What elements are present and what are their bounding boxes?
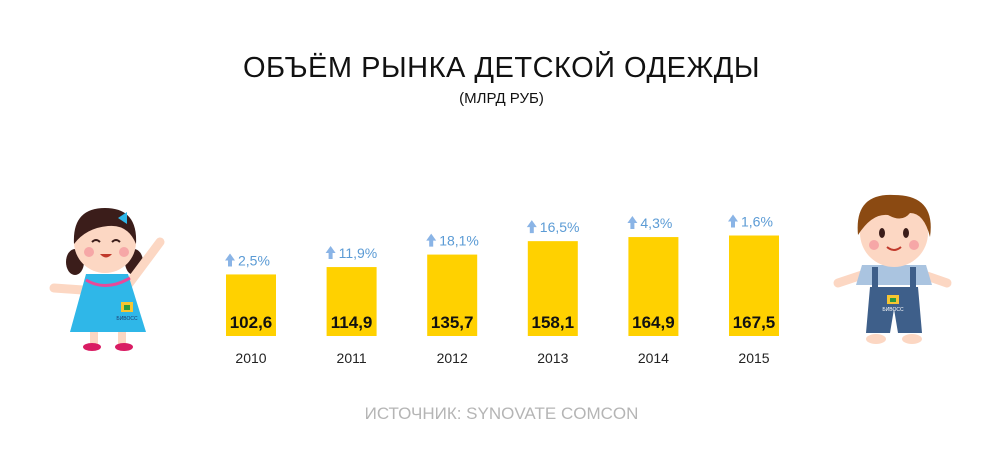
x-tick-label: 2011 (337, 350, 367, 366)
bar (729, 235, 779, 336)
bar-value-label: 164,9 (632, 313, 675, 332)
bar-value-label: 135,7 (431, 313, 474, 332)
bar (527, 241, 578, 336)
growth-arrow-icon (225, 253, 235, 267)
bar-value-label: 158,1 (532, 313, 575, 332)
growth-label: 2,5% (238, 252, 270, 268)
growth-label: 1,6% (741, 214, 773, 230)
bar (628, 237, 679, 336)
growth-arrow-icon (325, 246, 336, 260)
growth-label: 11,9% (339, 245, 378, 261)
boy-illustration: БИВОСС (833, 194, 952, 344)
x-tick-label: 2015 (738, 350, 769, 366)
bar (427, 254, 478, 336)
chart-title: ОБЪЁМ РЫНКА ДЕТСКОЙ ОДЕЖДЫ (242, 52, 761, 84)
x-tick-label: 2014 (638, 350, 669, 366)
growth-label: 16,5% (540, 219, 580, 235)
chart-subtitle: (МЛРД РУБ) (459, 90, 544, 107)
bar-value-label: 114,9 (331, 313, 373, 332)
source-note: ИСТОЧНИК: SYNOVATE COMCON (364, 404, 639, 423)
growth-arrow-icon (728, 214, 738, 228)
bar-value-label: 102,6 (230, 313, 273, 332)
bar (326, 267, 377, 336)
x-tick-label: 2013 (537, 350, 568, 366)
growth-arrow-icon (627, 216, 638, 230)
girl-illustration: БИВОСС (49, 208, 165, 351)
growth-label: 4,3% (640, 215, 672, 231)
growth-arrow-icon (526, 220, 537, 234)
x-tick-label: 2010 (235, 350, 266, 366)
boy-overalls-logo: БИВОСС (882, 307, 904, 313)
bar-value-label: 167,5 (733, 313, 776, 332)
girl-dress-logo: БИВОСС (116, 316, 138, 322)
bar (226, 274, 276, 336)
growth-arrow-icon (426, 233, 437, 247)
growth-label: 18,1% (439, 233, 479, 249)
x-tick-label: 2012 (437, 350, 468, 366)
